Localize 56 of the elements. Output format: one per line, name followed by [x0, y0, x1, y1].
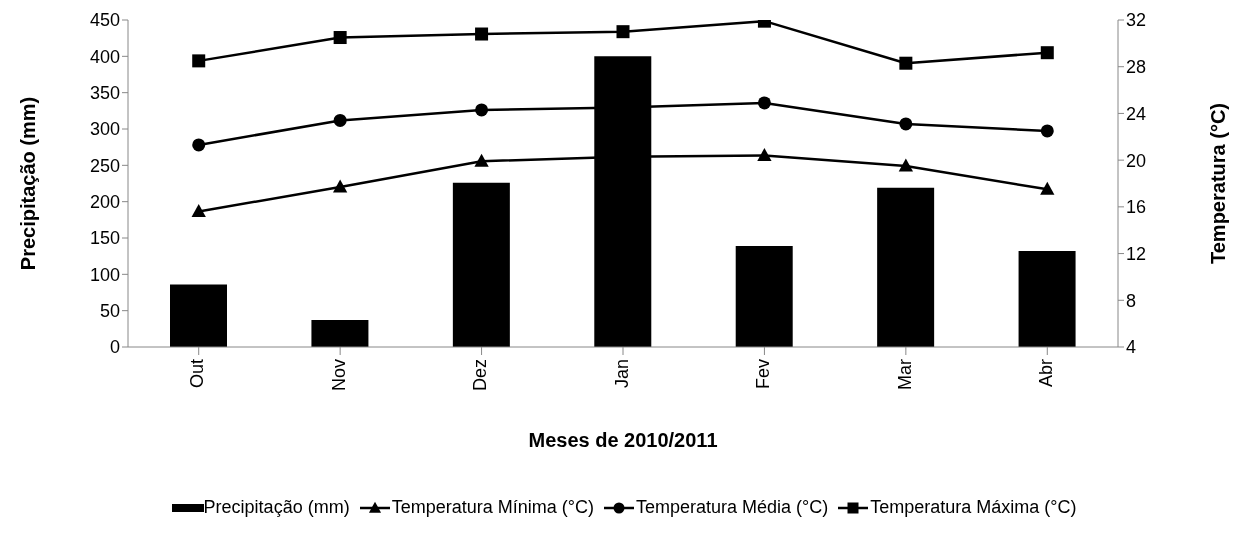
point [475, 103, 489, 117]
y2-tick-label: 20 [1126, 150, 1147, 171]
y-tick-label: 50 [99, 301, 120, 322]
point [475, 27, 489, 41]
x-tick-label: Jan [611, 359, 632, 389]
bar [452, 182, 510, 347]
point [1040, 46, 1054, 60]
legend-label: Temperatura Máxima (°C) [870, 497, 1077, 518]
x-tick-label: Out [187, 359, 208, 389]
y-tick-label: 200 [89, 192, 120, 213]
point [192, 138, 206, 152]
x-tick-label: Mar [894, 359, 915, 390]
y2-tick-label: 28 [1126, 57, 1147, 78]
y-axis-title: Precipitação (mm) [17, 96, 40, 271]
point [1040, 124, 1054, 138]
y2-axis-title: Temperatura (°C) [1207, 103, 1230, 264]
x-tick-label: Fev [753, 359, 774, 390]
point [899, 56, 913, 70]
point [191, 204, 206, 218]
y-tick-label: 150 [89, 228, 120, 249]
bar [170, 284, 227, 347]
x-tick-label: Dez [470, 359, 491, 392]
y-tick-label: 100 [89, 264, 120, 285]
x-axis-title: Meses de 2010/2011 [528, 429, 718, 451]
point [757, 148, 772, 161]
point [474, 153, 489, 167]
y2-tick-label: 24 [1126, 103, 1147, 124]
y-tick-label: 450 [89, 10, 120, 31]
bar [735, 245, 793, 347]
bar [877, 187, 935, 347]
point [333, 113, 347, 127]
x-tick-label: Nov [328, 359, 349, 392]
y2-tick-label: 4 [1126, 337, 1137, 358]
y2-tick-label: 8 [1126, 290, 1137, 311]
legend-label: Temperatura Mínima (°C) [391, 497, 594, 518]
y-tick-label: 350 [89, 83, 120, 104]
point [757, 96, 771, 110]
point [332, 179, 348, 193]
y-tick-label: 250 [89, 155, 120, 176]
point [192, 54, 206, 68]
point [898, 158, 914, 172]
y2-tick-label: 32 [1126, 10, 1147, 31]
y-tick-label: 0 [109, 337, 120, 358]
point [333, 31, 347, 45]
y-tick-label: 400 [89, 46, 120, 67]
legend-label: Precipitação (mm) [203, 497, 350, 518]
point [899, 117, 913, 131]
legend-label: Temperatura Média (°C) [635, 497, 829, 518]
point [1040, 181, 1055, 195]
y2-tick-label: 12 [1126, 243, 1147, 264]
point [616, 25, 630, 39]
bar [311, 320, 369, 347]
x-tick-label: Abr [1036, 359, 1057, 388]
y-tick-label: 300 [89, 119, 120, 140]
y2-tick-label: 16 [1126, 197, 1147, 218]
bar [1018, 251, 1076, 347]
